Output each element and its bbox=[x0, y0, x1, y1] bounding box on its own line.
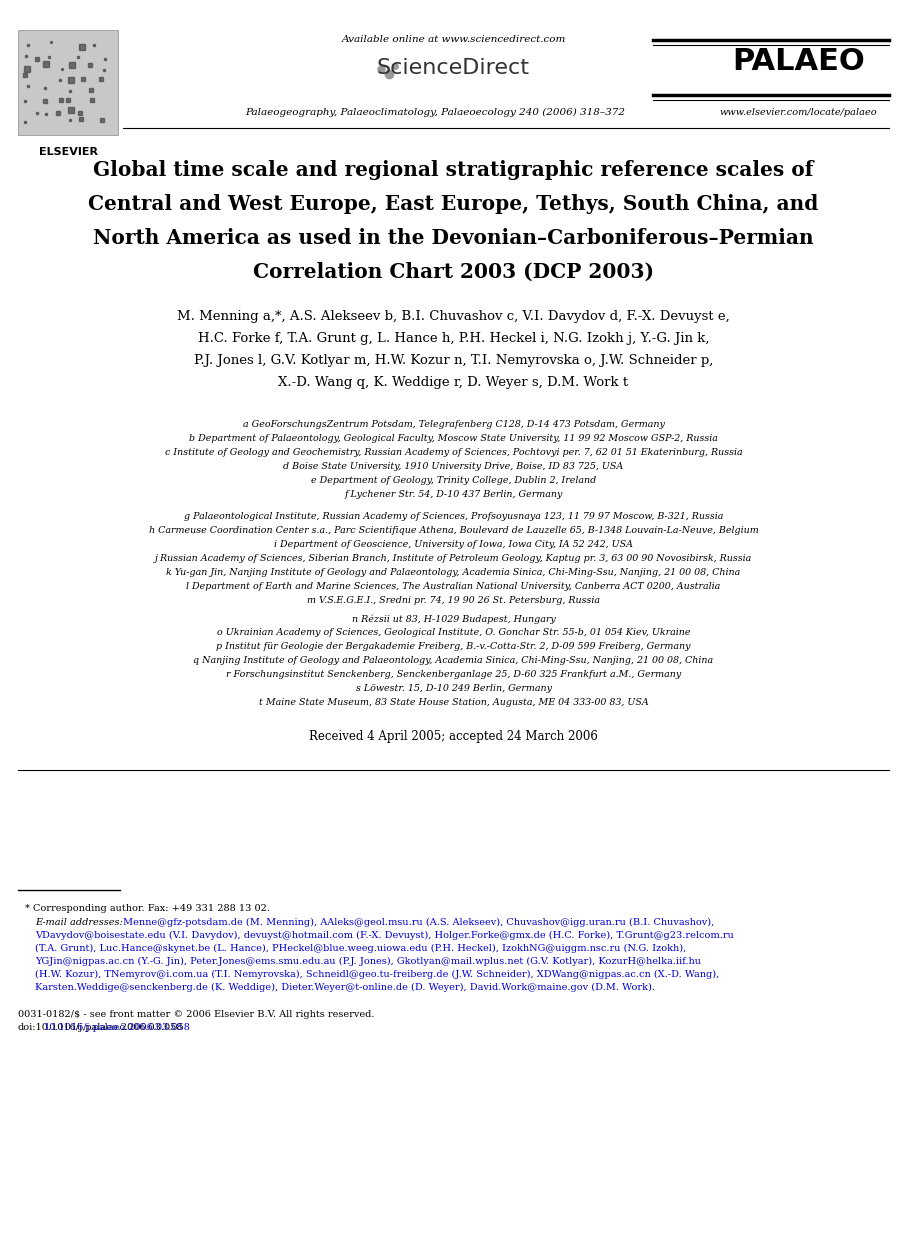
Text: ScienceDirect: ScienceDirect bbox=[377, 58, 530, 78]
Text: (T.A. Grunt), Luc.Hance@skynet.be (L. Hance), PHeckel@blue.weeg.uiowa.edu (P.H. : (T.A. Grunt), Luc.Hance@skynet.be (L. Ha… bbox=[35, 945, 687, 953]
Text: Menne@gfz-potsdam.de (M. Menning), AAleks@geol.msu.ru (A.S. Alekseev), Chuvashov: Menne@gfz-potsdam.de (M. Menning), AAlek… bbox=[123, 919, 714, 927]
Text: (H.W. Kozur), TNemyrov@i.com.ua (T.I. Nemyrovska), Schneidl@geo.tu-freiberg.de (: (H.W. Kozur), TNemyrov@i.com.ua (T.I. Ne… bbox=[35, 971, 719, 979]
Text: f Lychener Str. 54, D-10 437 Berlin, Germany: f Lychener Str. 54, D-10 437 Berlin, Ger… bbox=[345, 490, 562, 499]
Text: doi:10.1016/j.palaeo.2006.03.058: doi:10.1016/j.palaeo.2006.03.058 bbox=[18, 1023, 183, 1032]
Text: YGJin@nigpas.ac.cn (Y.-G. Jin), Peter.Jones@ems.smu.edu.au (P.J. Jones), Gkotlya: YGJin@nigpas.ac.cn (Y.-G. Jin), Peter.Jo… bbox=[35, 957, 701, 966]
Text: Karsten.Weddige@senckenberg.de (K. Weddige), Dieter.Weyer@t-online.de (D. Weyer): Karsten.Weddige@senckenberg.de (K. Weddi… bbox=[35, 983, 655, 992]
Text: j Russian Academy of Sciences, Siberian Branch, Institute of Petroleum Geology, : j Russian Academy of Sciences, Siberian … bbox=[155, 553, 752, 563]
Text: 0031-0182/$ - see front matter © 2006 Elsevier B.V. All rights reserved.: 0031-0182/$ - see front matter © 2006 El… bbox=[18, 1010, 375, 1019]
Text: H.C. Forke f, T.A. Grunt g, L. Hance h, P.H. Heckel i, N.G. Izokh j, Y.-G. Jin k: H.C. Forke f, T.A. Grunt g, L. Hance h, … bbox=[198, 332, 709, 345]
Text: o Ukrainian Academy of Sciences, Geological Institute, O. Gonchar Str. 55-b, 01 : o Ukrainian Academy of Sciences, Geologi… bbox=[217, 628, 690, 638]
Text: Palaeogeography, Palaeoclimatology, Palaeoecology 240 (2006) 318–372: Palaeogeography, Palaeoclimatology, Pala… bbox=[246, 108, 625, 118]
Text: M. Menning a,*, A.S. Alekseev b, B.I. Chuvashov c, V.I. Davydov d, F.-X. Devuyst: M. Menning a,*, A.S. Alekseev b, B.I. Ch… bbox=[177, 310, 730, 323]
Text: Central and West Europe, East Europe, Tethys, South China, and: Central and West Europe, East Europe, Te… bbox=[88, 194, 819, 214]
Text: b Department of Palaeontology, Geological Faculty, Moscow State University, 11 9: b Department of Palaeontology, Geologica… bbox=[189, 435, 718, 443]
Text: e Department of Geology, Trinity College, Dublin 2, Ireland: e Department of Geology, Trinity College… bbox=[311, 475, 596, 485]
Text: PALAEO: PALAEO bbox=[732, 47, 864, 76]
Text: l Department of Earth and Marine Sciences, The Australian National University, C: l Department of Earth and Marine Science… bbox=[186, 582, 721, 591]
Text: n Rézsii ut 83, H-1029 Budapest, Hungary: n Rézsii ut 83, H-1029 Budapest, Hungary bbox=[352, 614, 555, 624]
Text: www.elsevier.com/locate/palaeo: www.elsevier.com/locate/palaeo bbox=[719, 108, 877, 118]
Text: a GeoForschungsZentrum Potsdam, Telegrafenberg C128, D-14 473 Potsdam, Germany: a GeoForschungsZentrum Potsdam, Telegraf… bbox=[242, 420, 665, 430]
Text: m V.S.E.G.E.I., Sredni pr. 74, 19 90 26 St. Petersburg, Russia: m V.S.E.G.E.I., Sredni pr. 74, 19 90 26 … bbox=[307, 595, 600, 605]
Text: h Carmeuse Coordination Center s.a., Parc Scientifique Athena, Boulevard de Lauz: h Carmeuse Coordination Center s.a., Par… bbox=[149, 526, 758, 535]
Text: k Yu-gan Jin, Nanjing Institute of Geology and Palaeontology, Academia Sinica, C: k Yu-gan Jin, Nanjing Institute of Geolo… bbox=[166, 568, 741, 577]
Text: r Forschungsinstitut Senckenberg, Senckenberganlage 25, D-60 325 Frankfurt a.M.,: r Forschungsinstitut Senckenberg, Sencke… bbox=[226, 670, 681, 678]
Text: c Institute of Geology and Geochemistry, Russian Academy of Sciences, Pochtovyi : c Institute of Geology and Geochemistry,… bbox=[165, 448, 742, 457]
Text: 10.1016/j.palaeo.2006.03.058: 10.1016/j.palaeo.2006.03.058 bbox=[44, 1023, 190, 1032]
Text: d Boise State University, 1910 University Drive, Boise, ID 83 725, USA: d Boise State University, 1910 Universit… bbox=[283, 462, 624, 470]
Text: q Nanjing Institute of Geology and Palaeontology, Academia Sinica, Chi-Ming-Ssu,: q Nanjing Institute of Geology and Palae… bbox=[193, 656, 714, 665]
Text: X.-D. Wang q, K. Weddige r, D. Weyer s, D.M. Work t: X.-D. Wang q, K. Weddige r, D. Weyer s, … bbox=[278, 376, 629, 389]
Text: Global time scale and regional stratigraphic reference scales of: Global time scale and regional stratigra… bbox=[93, 160, 814, 180]
Text: t Maine State Museum, 83 State House Station, Augusta, ME 04 333-00 83, USA: t Maine State Museum, 83 State House Sta… bbox=[258, 698, 649, 707]
Text: E-mail addresses:: E-mail addresses: bbox=[35, 919, 126, 927]
Text: g Palaeontological Institute, Russian Academy of Sciences, Profsoyusnaya 123, 11: g Palaeontological Institute, Russian Ac… bbox=[184, 513, 723, 521]
Text: s Löwestr. 15, D-10 249 Berlin, Germany: s Löwestr. 15, D-10 249 Berlin, Germany bbox=[356, 685, 551, 693]
Text: VDavydov@boisestate.edu (V.I. Davydov), devuyst@hotmail.com (F.-X. Devuyst), Hol: VDavydov@boisestate.edu (V.I. Davydov), … bbox=[35, 931, 734, 940]
Text: Available online at www.sciencedirect.com: Available online at www.sciencedirect.co… bbox=[341, 35, 566, 45]
Text: Received 4 April 2005; accepted 24 March 2006: Received 4 April 2005; accepted 24 March… bbox=[309, 730, 598, 743]
Text: Correlation Chart 2003 (DCP 2003): Correlation Chart 2003 (DCP 2003) bbox=[253, 262, 654, 282]
Text: i Department of Geoscience, University of Iowa, Iowa City, IA 52 242, USA: i Department of Geoscience, University o… bbox=[274, 540, 633, 548]
Text: North America as used in the Devonian–Carboniferous–Permian: North America as used in the Devonian–Ca… bbox=[93, 228, 814, 248]
Text: P.J. Jones l, G.V. Kotlyar m, H.W. Kozur n, T.I. Nemyrovska o, J.W. Schneider p,: P.J. Jones l, G.V. Kotlyar m, H.W. Kozur… bbox=[194, 354, 713, 366]
Text: * Corresponding author. Fax: +49 331 288 13 02.: * Corresponding author. Fax: +49 331 288… bbox=[25, 904, 270, 912]
Text: p Institut für Geologie der Bergakademie Freiberg, B.-v.-Cotta-Str. 2, D-09 599 : p Institut für Geologie der Bergakademie… bbox=[216, 643, 691, 651]
FancyBboxPatch shape bbox=[18, 30, 118, 135]
Text: ELSEVIER: ELSEVIER bbox=[38, 147, 97, 157]
